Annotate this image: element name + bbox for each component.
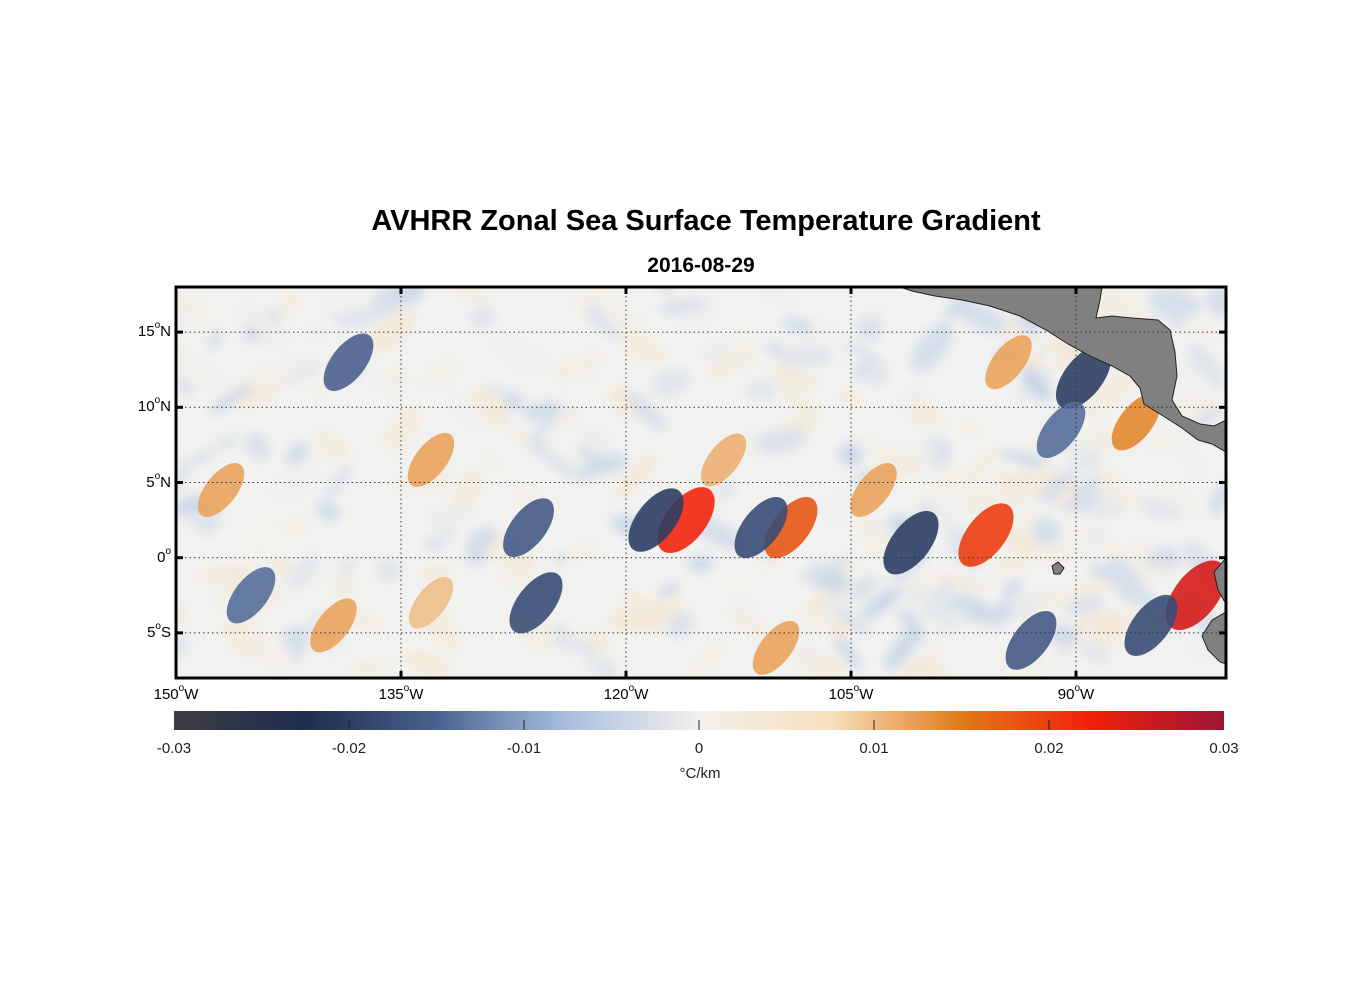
gradient-feature [503, 498, 554, 557]
gradient-feature [509, 572, 563, 634]
gradient-features [197, 333, 1226, 675]
south-america-land [1201, 557, 1226, 665]
map-title: AVHRR Zonal Sea Surface Temperature Grad… [371, 205, 1041, 237]
lon-label: 120oW [603, 683, 649, 704]
colorbar-ticks [348, 720, 1050, 730]
gradient-feature [1165, 560, 1226, 631]
colorbar-tick-label: -0.02 [331, 740, 367, 757]
gradient-feature [657, 487, 715, 554]
gradient-feature [734, 497, 788, 559]
gradient-feature [850, 463, 897, 517]
lon-label: 105oW [828, 683, 874, 704]
gradient-feature [764, 497, 818, 559]
gradient-feature [407, 432, 455, 487]
gradient-feature [1111, 394, 1161, 451]
colorbar-tick-label: -0.01 [506, 740, 542, 757]
lon-label: 135oW [378, 683, 424, 704]
gradient-feature [226, 567, 276, 624]
gradient-feature [628, 488, 684, 552]
gradient-feature [700, 433, 747, 487]
galapagos-island [1051, 561, 1065, 575]
central-america-land [899, 287, 1226, 453]
gradient-feature [197, 463, 245, 517]
lat-label: 5oS [147, 620, 171, 641]
lat-label: 0o [157, 545, 171, 566]
lat-label: 10oN [137, 395, 171, 416]
gradient-feature [883, 510, 939, 575]
plot-area [176, 287, 1226, 678]
lon-label: 150oW [153, 683, 199, 704]
gradient-feature [310, 598, 357, 653]
colorbar-tick-label: -0.03 [156, 740, 192, 757]
colorbar-tick-label: 0.01 [859, 740, 889, 757]
lat-label: 5oN [146, 470, 171, 491]
gradient-feature [958, 503, 1014, 567]
gradient-feature [752, 620, 800, 675]
colorbar-tick-label: 0.02 [1034, 740, 1064, 757]
gradient-feature [323, 333, 374, 391]
gradient-feature [985, 335, 1032, 390]
map-date: 2016-08-29 [647, 254, 755, 277]
colorbar-tick-label: 0 [694, 740, 704, 757]
gradient-feature [1036, 401, 1086, 459]
land-layer [899, 287, 1226, 665]
gradient-feature [1124, 594, 1178, 656]
lat-label: 15oN [137, 320, 171, 341]
gradient-feature [1005, 611, 1057, 670]
colorbar-tick-label: 0.03 [1209, 740, 1239, 757]
colorbar-units: °C/km [679, 765, 721, 782]
gradient-feature [1055, 345, 1112, 409]
gradient-feature [408, 576, 454, 629]
axis-ticks [174, 287, 1226, 678]
lon-label: 90oW [1057, 683, 1095, 704]
